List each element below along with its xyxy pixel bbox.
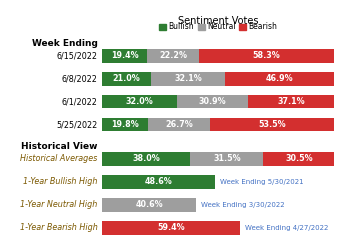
Text: 6/1/2022: 6/1/2022 (62, 97, 98, 106)
Bar (151, 72, 225, 86)
Text: Sentiment Votes: Sentiment Votes (178, 16, 258, 26)
Text: 46.9%: 46.9% (266, 74, 294, 83)
Text: 19.8%: 19.8% (112, 120, 139, 129)
Text: Week Ending 3/30/2022: Week Ending 3/30/2022 (201, 202, 285, 208)
Bar (225, 72, 334, 86)
Legend: Bullish, Neutral, Bearish: Bullish, Neutral, Bearish (156, 20, 280, 35)
Bar (190, 152, 264, 166)
Text: 37.1%: 37.1% (277, 97, 305, 106)
Text: 32.0%: 32.0% (125, 97, 153, 106)
Text: 32.1%: 32.1% (174, 74, 202, 83)
Text: 19.4%: 19.4% (111, 51, 138, 60)
Bar (264, 152, 334, 166)
Text: 30.9%: 30.9% (198, 97, 226, 106)
Text: 59.4%: 59.4% (157, 223, 185, 232)
Bar (148, 118, 210, 131)
Bar (177, 95, 248, 109)
Bar (147, 49, 199, 63)
Bar (248, 95, 334, 109)
Bar (199, 49, 334, 63)
Bar (102, 198, 196, 212)
Bar (102, 49, 147, 63)
Bar (102, 221, 240, 234)
Text: Week Ending: Week Ending (32, 39, 98, 48)
Text: 6/15/2022: 6/15/2022 (57, 51, 98, 60)
Text: 6/8/2022: 6/8/2022 (62, 74, 98, 83)
Text: Week Ending 4/27/2022: Week Ending 4/27/2022 (245, 225, 328, 231)
Text: 1-Year Bearish High: 1-Year Bearish High (20, 223, 98, 232)
Text: 5/25/2022: 5/25/2022 (56, 120, 98, 129)
Text: Historical Averages: Historical Averages (20, 154, 98, 163)
Text: 40.6%: 40.6% (136, 200, 163, 209)
Bar (102, 152, 190, 166)
Text: 30.5%: 30.5% (285, 154, 313, 163)
Text: 38.0%: 38.0% (133, 154, 160, 163)
Text: 21.0%: 21.0% (113, 74, 140, 83)
Text: 53.5%: 53.5% (258, 120, 286, 129)
Bar (102, 95, 177, 109)
Text: Week Ending 5/30/2021: Week Ending 5/30/2021 (220, 179, 303, 185)
Text: 1-Year Neutral High: 1-Year Neutral High (20, 200, 98, 209)
Bar (102, 175, 215, 189)
Text: 1-Year Bullish High: 1-Year Bullish High (23, 177, 98, 186)
Bar (102, 72, 151, 86)
Text: 48.6%: 48.6% (145, 177, 173, 186)
Bar (102, 118, 148, 131)
Text: 58.3%: 58.3% (252, 51, 280, 60)
Text: 31.5%: 31.5% (213, 154, 241, 163)
Text: Historical View: Historical View (21, 142, 98, 151)
Text: 26.7%: 26.7% (165, 120, 193, 129)
Text: 22.2%: 22.2% (159, 51, 187, 60)
Bar (210, 118, 334, 131)
